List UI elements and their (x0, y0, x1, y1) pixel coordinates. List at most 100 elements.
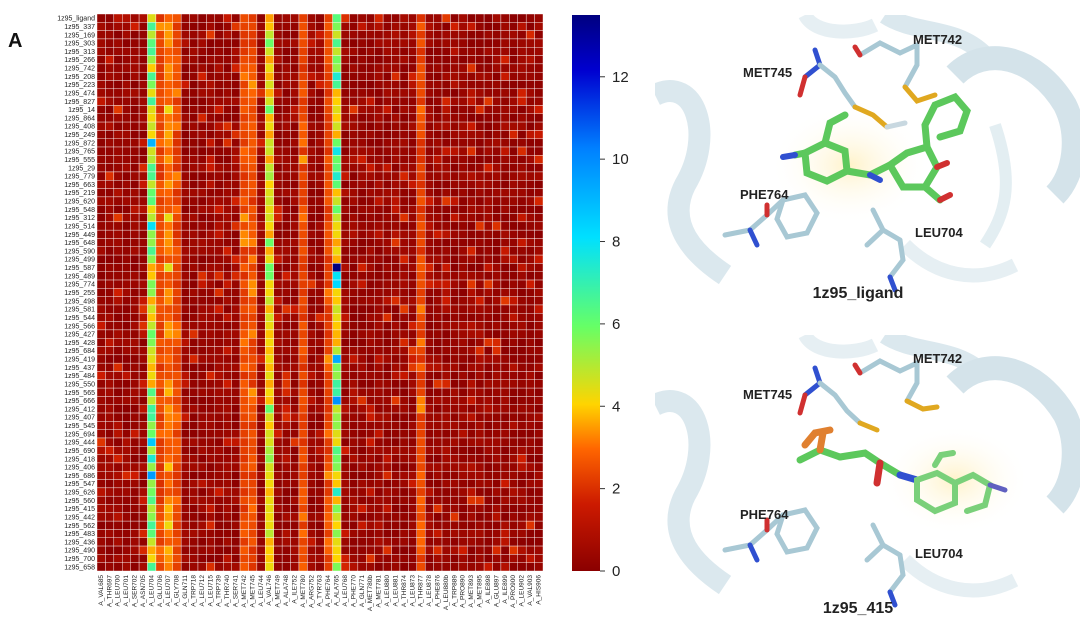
heatmap-cell (517, 254, 527, 264)
heatmap-cell (500, 304, 510, 314)
heatmap-cell (357, 412, 367, 422)
heatmap-cell (475, 412, 485, 422)
heatmap-cells (96, 13, 544, 572)
heatmap-cell (517, 121, 527, 131)
heatmap-cell (517, 354, 527, 364)
heatmap-cell (483, 163, 493, 173)
heatmap-cell (450, 71, 460, 81)
heatmap-cell (492, 512, 502, 522)
heatmap-cell (416, 188, 426, 198)
heatmap-cell (239, 321, 249, 331)
heatmap-cell (433, 205, 443, 214)
heatmap-cell (433, 329, 443, 339)
heatmap-cell (509, 554, 518, 563)
heatmap-cell (96, 155, 106, 164)
heatmap-cell (340, 155, 350, 164)
heatmap-cell (164, 529, 173, 538)
heatmap-cell (147, 288, 157, 297)
heatmap-cell (189, 304, 199, 314)
heatmap-cell (130, 213, 140, 223)
heatmap-cell (197, 196, 207, 206)
heatmap-cell (450, 263, 460, 272)
heatmap-cell (408, 446, 417, 455)
heatmap-cell (324, 271, 333, 281)
heatmap-cell (500, 163, 510, 173)
heatmap-cell (374, 554, 384, 563)
heatmap-cell (467, 462, 476, 472)
heatmap-cell (307, 196, 317, 206)
heatmap-cell (273, 96, 283, 106)
heatmap-cell (382, 221, 392, 231)
heatmap-cell (214, 22, 224, 31)
heatmap-cell (113, 63, 123, 73)
heatmap-cell (189, 412, 199, 422)
heatmap-cell (265, 254, 274, 264)
heatmap-cell (147, 113, 157, 123)
heatmap-cell (349, 163, 359, 173)
heatmap-cell (349, 554, 359, 563)
heatmap-cell (298, 412, 308, 422)
heatmap-cell (206, 512, 216, 522)
heatmap-cell (467, 246, 476, 256)
heatmap-cell (122, 188, 131, 198)
heatmap-cell (458, 338, 468, 347)
heatmap-cell (113, 520, 123, 530)
heatmap-cell (374, 105, 384, 114)
heatmap-cell (483, 55, 493, 65)
heatmap-cell (96, 146, 106, 156)
heatmap-cell (458, 88, 468, 98)
heatmap-cell (290, 113, 300, 123)
heatmap-cell (113, 545, 123, 555)
heatmap-cell (525, 180, 535, 189)
heatmap-cell (374, 171, 384, 181)
heatmap-cell (164, 562, 173, 572)
heatmap-cell (307, 138, 317, 148)
heatmap-cell (467, 196, 476, 206)
heatmap-cell (105, 454, 115, 464)
heatmap-cell (408, 404, 417, 414)
heatmap-cell (509, 562, 518, 572)
heatmap-cell (467, 96, 476, 106)
heatmap-cell (349, 379, 359, 389)
heatmap-cell (534, 404, 544, 414)
heatmap-cell (357, 188, 367, 198)
heatmap-cell (281, 304, 291, 314)
heatmap-cell (424, 296, 434, 306)
heatmap-cell (138, 454, 148, 464)
heatmap-cell (391, 55, 401, 65)
heatmap-cell (374, 288, 384, 297)
heatmap-cell (231, 304, 241, 314)
heatmap-cell (492, 80, 502, 90)
heatmap-cell (138, 379, 148, 389)
heatmap-cell (298, 254, 308, 264)
heatmap-cell (122, 479, 131, 489)
heatmap-cell (399, 421, 409, 430)
heatmap-column-label: A_PRO890 (460, 575, 467, 608)
heatmap-cell (273, 121, 283, 131)
heatmap-cell (349, 387, 359, 397)
heatmap-cell (357, 437, 367, 447)
heatmap-cell (96, 554, 106, 563)
heatmap-cell (248, 454, 258, 464)
heatmap-cell (349, 529, 359, 538)
heatmap-cell (399, 321, 409, 331)
heatmap-cell (239, 30, 249, 40)
heatmap-cell (189, 329, 199, 339)
heatmap-cell (366, 88, 375, 98)
heatmap-cell (433, 396, 443, 405)
heatmap-cell (408, 163, 417, 173)
heatmap-cell (113, 246, 123, 256)
heatmap-cell (441, 338, 451, 347)
heatmap-cell (500, 213, 510, 223)
heatmap-cell (517, 205, 527, 214)
heatmap-row-label: 1z95_29 (68, 165, 95, 172)
heatmap-cell (214, 512, 224, 522)
heatmap-cell (172, 121, 182, 131)
heatmap-cell (113, 55, 123, 65)
heatmap-cell (130, 263, 140, 272)
heatmap-cell (324, 238, 333, 247)
heatmap-cell (206, 387, 216, 397)
heatmap-cell (105, 71, 115, 81)
panel-c-label-met742: MET742 (913, 351, 963, 366)
heatmap-cell (138, 304, 148, 314)
